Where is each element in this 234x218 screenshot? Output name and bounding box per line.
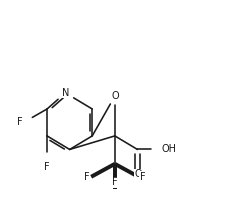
Text: F: F [84,172,90,182]
Text: F: F [44,162,50,172]
Text: O: O [111,91,119,101]
Text: F: F [112,177,118,187]
Text: N: N [62,88,69,98]
Text: O: O [135,169,142,179]
Text: OH: OH [162,145,177,155]
Text: F: F [17,117,23,127]
Text: F: F [140,172,146,182]
